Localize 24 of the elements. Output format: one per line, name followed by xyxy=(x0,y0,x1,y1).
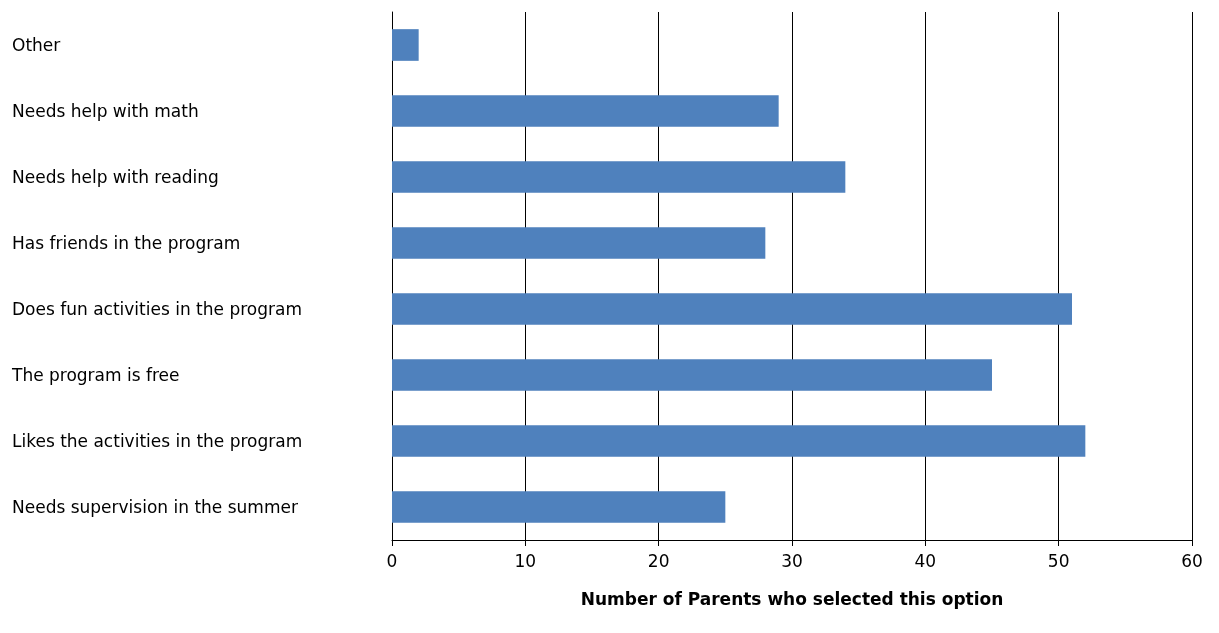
bar xyxy=(392,161,846,193)
y-tick-label: Other xyxy=(12,35,61,55)
x-tick-label: 20 xyxy=(647,550,670,571)
bar xyxy=(392,293,1072,325)
x-tick-label: 50 xyxy=(1047,550,1070,571)
y-tick-label: The program is free xyxy=(11,365,180,385)
bar xyxy=(392,29,419,61)
bar xyxy=(392,425,1086,457)
x-tick-label: 60 xyxy=(1181,550,1203,571)
y-tick-label: Needs supervision in the summer xyxy=(12,497,298,517)
bar xyxy=(392,95,779,127)
x-tick-label: 0 xyxy=(386,550,398,571)
bar xyxy=(392,359,992,391)
y-tick-label: Likes the activities in the program xyxy=(12,431,303,451)
y-tick-label: Needs help with reading xyxy=(12,167,219,187)
x-axis-title: Number of Parents who selected this option xyxy=(580,588,1004,609)
bar xyxy=(392,227,766,259)
y-tick-label: Has friends in the program xyxy=(12,233,241,253)
y-tick-label: Does fun activities in the program xyxy=(12,299,302,319)
y-tick-label: Needs help with math xyxy=(12,101,199,121)
x-tick-label: 10 xyxy=(514,550,537,571)
x-tick-label: 40 xyxy=(914,550,937,571)
bar xyxy=(392,491,726,523)
x-tick-label: 30 xyxy=(781,550,803,571)
